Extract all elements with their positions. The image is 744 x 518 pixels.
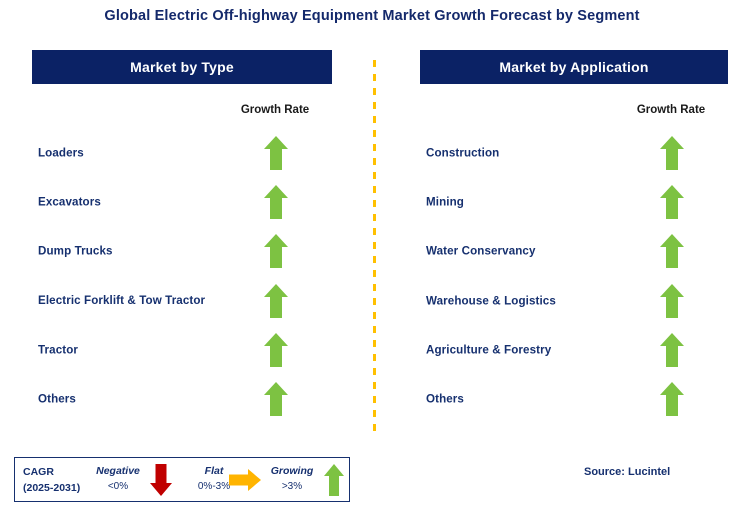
segment-rows-type: Loaders Excavators Dump Trucks [32, 128, 332, 424]
arrow-up-icon [263, 381, 289, 417]
segment-label: Mining [426, 195, 464, 209]
segment-label: Agriculture & Forestry [426, 343, 552, 357]
table-row: Water Conservancy [420, 227, 728, 276]
panel-market-by-application: Market by Application Growth Rate Constr… [420, 50, 728, 417]
segment-rows-application: Construction Mining Water Conservancy [420, 128, 728, 424]
panel-market-by-type: Market by Type Growth Rate Loaders Excav… [32, 50, 332, 417]
legend-item-flat: Flat 0%-3% [185, 464, 243, 494]
arrow-right-icon [228, 468, 262, 492]
legend-item-name: Negative [96, 465, 140, 477]
segment-label: Water Conservancy [426, 244, 536, 258]
segment-label: Loaders [38, 145, 84, 159]
panel-divider [373, 60, 376, 432]
segment-label: Dump Trucks [38, 244, 113, 258]
growth-rate-header-right: Growth Rate [636, 104, 706, 116]
legend-cagr-block: CAGR (2025-2031) [23, 464, 80, 496]
arrow-up-icon [659, 332, 685, 368]
segment-label: Construction [426, 145, 500, 159]
arrow-up-icon [263, 135, 289, 171]
legend-item-name: Flat [204, 465, 224, 477]
table-row: Others [420, 374, 728, 423]
segment-label: Tractor [38, 343, 79, 357]
table-row: Electric Forklift & Tow Tractor [32, 276, 332, 325]
arrow-up-icon [263, 184, 289, 220]
legend-item-range: >3% [281, 481, 303, 492]
panel-header-market-by-type: Market by Type [32, 50, 332, 84]
legend: CAGR (2025-2031) Negative <0% Flat 0%-3%… [14, 457, 350, 502]
arrow-up-icon [659, 184, 685, 220]
legend-item-name: Growing [270, 465, 314, 477]
table-row: Others [32, 374, 332, 423]
legend-item-negative: Negative <0% [87, 464, 149, 494]
source-attribution: Source: Lucintel [584, 466, 671, 478]
arrow-up-icon [263, 283, 289, 319]
segment-label: Excavators [38, 195, 101, 209]
table-row: Agriculture & Forestry [420, 325, 728, 374]
table-row: Construction [420, 128, 728, 177]
legend-item-growing: Growing >3% [259, 464, 325, 494]
legend-cagr-metric: CAGR [23, 466, 54, 478]
arrow-up-icon [263, 233, 289, 269]
panel-header-market-by-application: Market by Application [420, 50, 728, 84]
arrow-up-icon [323, 463, 345, 497]
table-row: Tractor [32, 325, 332, 374]
arrow-up-icon [659, 233, 685, 269]
page-title: Global Electric Off-highway Equipment Ma… [104, 8, 640, 24]
table-row: Loaders [32, 128, 332, 177]
arrow-up-icon [659, 381, 685, 417]
segment-label: Warehouse & Logistics [426, 293, 556, 307]
arrow-down-icon [149, 463, 173, 497]
legend-item-range: <0% [107, 481, 129, 492]
arrow-up-icon [659, 135, 685, 171]
growth-rate-header-left: Growth Rate [240, 104, 310, 116]
legend-cagr-period: (2025-2031) [23, 482, 81, 494]
table-row: Warehouse & Logistics [420, 276, 728, 325]
segment-label: Electric Forklift & Tow Tractor [38, 293, 206, 307]
arrow-up-icon [263, 332, 289, 368]
arrow-up-icon [659, 283, 685, 319]
table-row: Mining [420, 177, 728, 226]
segment-label: Others [426, 392, 464, 406]
legend-item-range: 0%-3% [197, 481, 231, 492]
table-row: Excavators [32, 177, 332, 226]
table-row: Dump Trucks [32, 227, 332, 276]
segment-label: Others [38, 392, 76, 406]
